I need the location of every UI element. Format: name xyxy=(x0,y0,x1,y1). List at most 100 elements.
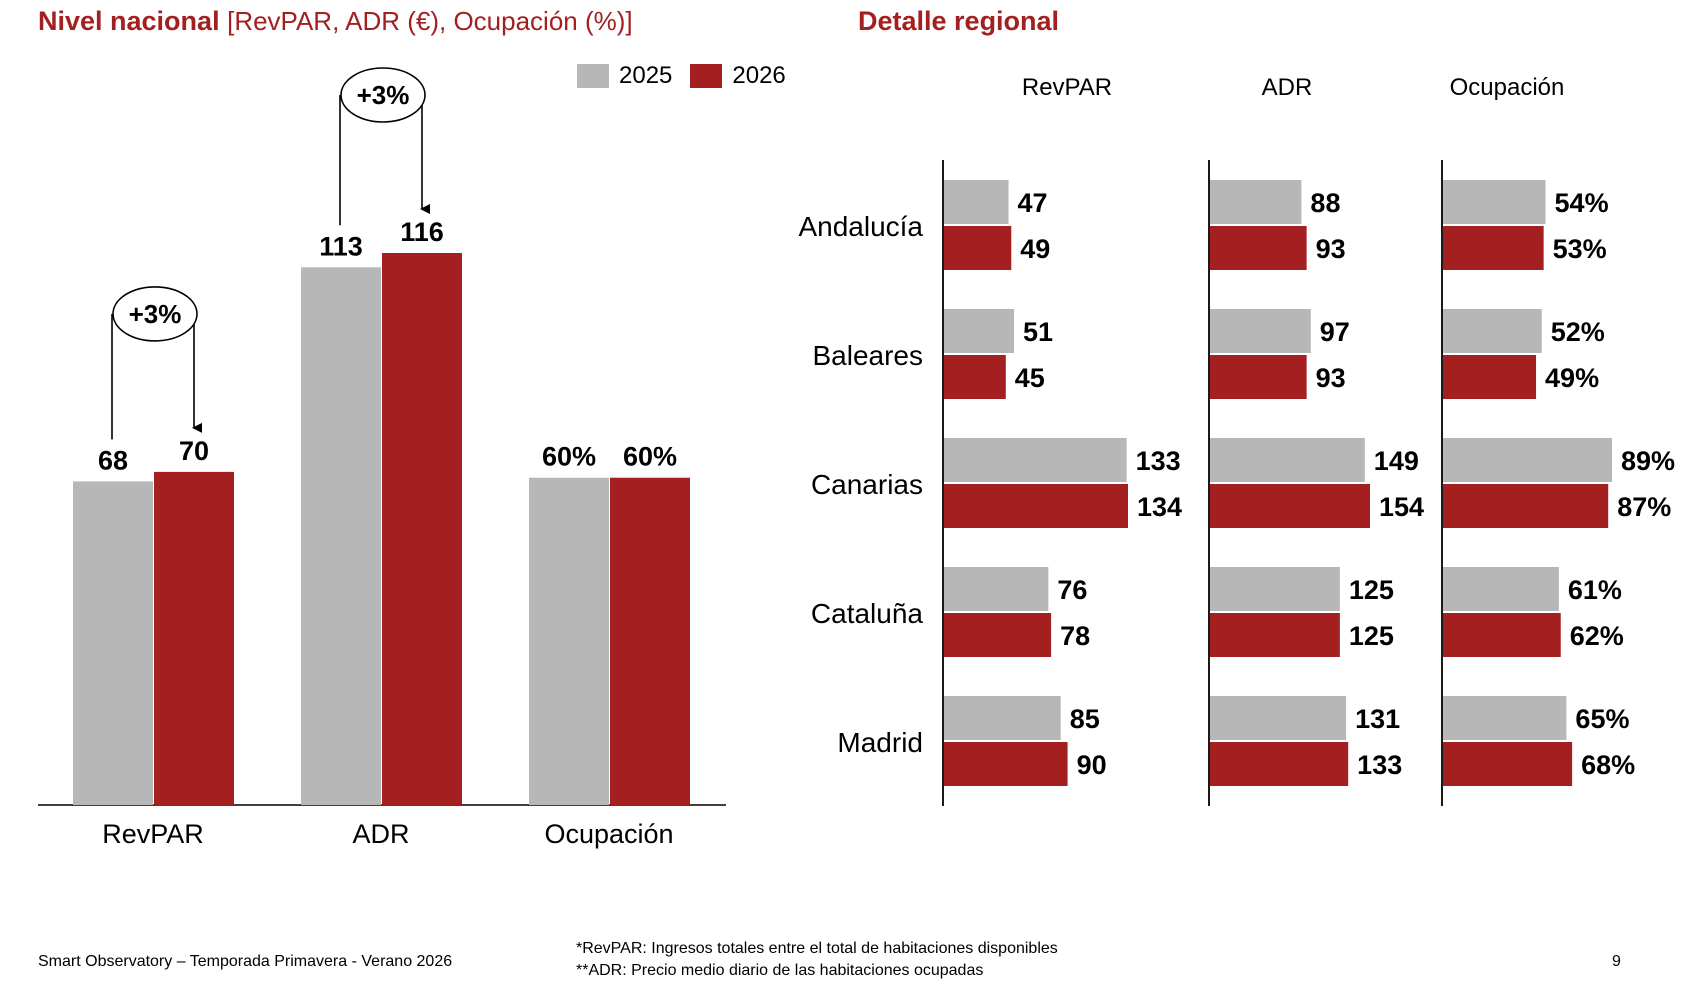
bar-adr-2025 xyxy=(301,267,381,805)
value-revpar-madrid-2025: 85 xyxy=(1070,704,1100,734)
bar-ocupacion-2026 xyxy=(610,477,690,805)
value-ocupacion-andalucia-2026: 53% xyxy=(1553,234,1607,264)
bar-adr-madrid-2025 xyxy=(1210,696,1347,740)
value-revpar-cataluna-2025: 76 xyxy=(1057,575,1087,605)
national-title: Nivel nacional [RevPAR, ADR (€), Ocupaci… xyxy=(38,6,633,37)
annotation-ellipse-adr xyxy=(340,67,426,123)
value-adr-andalucia-2025: 88 xyxy=(1310,188,1340,218)
value-adr-canarias-2026: 154 xyxy=(1379,492,1424,522)
bar-ocupacion-andalucia-2025 xyxy=(1443,180,1546,224)
value-adr-cataluna-2026: 125 xyxy=(1349,621,1394,651)
bar-revpar-cataluna-2026 xyxy=(944,613,1052,657)
panel-title-revpar: RevPAR xyxy=(1022,74,1112,101)
footnote-revpar: *RevPAR: Ingresos totales entre el total… xyxy=(576,940,1058,957)
value-adr-madrid-2025: 131 xyxy=(1355,704,1400,734)
bar-adr-2026 xyxy=(382,253,462,805)
value-revpar-madrid-2026: 90 xyxy=(1077,750,1107,780)
region-label-madrid: Madrid xyxy=(837,727,923,758)
bar-revpar-baleares-2025 xyxy=(944,309,1015,353)
value-ocupacion-canarias-2025: 89% xyxy=(1621,446,1675,476)
bar-revpar-madrid-2025 xyxy=(944,696,1061,740)
page-number: 9 xyxy=(1612,953,1621,970)
bar-ocupacion-andalucia-2026 xyxy=(1443,226,1544,270)
value-ocupacion-canarias-2026: 87% xyxy=(1617,492,1671,522)
value-revpar-baleares-2026: 45 xyxy=(1015,363,1045,393)
bar-ocupacion-cataluna-2025 xyxy=(1443,567,1559,611)
bar-adr-canarias-2025 xyxy=(1210,438,1365,482)
category-label-adr: ADR xyxy=(352,819,409,849)
bar-adr-andalucia-2026 xyxy=(1210,226,1307,270)
panel-title-ocupacion: Ocupación xyxy=(1450,74,1565,101)
bar-revpar-andalucia-2026 xyxy=(944,226,1012,270)
bar-ocupacion-canarias-2025 xyxy=(1443,438,1612,482)
bar-adr-madrid-2026 xyxy=(1210,742,1349,786)
bar-revpar-cataluna-2025 xyxy=(944,567,1049,611)
bar-adr-cataluna-2025 xyxy=(1210,567,1340,611)
bar-revpar-2026 xyxy=(154,471,234,805)
bar-ocupacion-cataluna-2026 xyxy=(1443,613,1561,657)
bar-ocupacion-madrid-2025 xyxy=(1443,696,1567,740)
bar-adr-canarias-2026 xyxy=(1210,484,1370,528)
value-ocupacion-baleares-2026: 49% xyxy=(1545,363,1599,393)
value-ocupacion-andalucia-2025: 54% xyxy=(1555,188,1609,218)
annotation-text-revpar: +3% xyxy=(129,299,182,329)
legend-swatch-2026 xyxy=(690,64,723,88)
label-adr-2026: 116 xyxy=(400,217,444,247)
bar-adr-cataluna-2026 xyxy=(1210,613,1340,657)
label-adr-2025: 113 xyxy=(319,231,363,261)
bar-ocupacion-2025 xyxy=(529,477,609,805)
region-label-cataluna: Cataluña xyxy=(811,598,924,629)
footnote-adr: **ADR: Precio medio diario de las habita… xyxy=(576,962,984,979)
bar-revpar-canarias-2026 xyxy=(944,484,1128,528)
bar-revpar-madrid-2026 xyxy=(944,742,1068,786)
value-adr-baleares-2025: 97 xyxy=(1320,317,1350,347)
bar-revpar-andalucia-2025 xyxy=(944,180,1009,224)
bar-adr-andalucia-2025 xyxy=(1210,180,1302,224)
value-adr-canarias-2025: 149 xyxy=(1374,446,1419,476)
bar-revpar-canarias-2025 xyxy=(944,438,1127,482)
bar-revpar-2025 xyxy=(73,481,153,805)
category-label-ocupacion: Ocupación xyxy=(544,819,673,849)
panel-title-adr: ADR xyxy=(1262,74,1313,101)
label-ocupacion-2025: 60% xyxy=(542,442,596,472)
value-adr-madrid-2026: 133 xyxy=(1357,750,1402,780)
value-revpar-andalucia-2026: 49 xyxy=(1020,234,1050,264)
annotation-ellipse-revpar xyxy=(112,286,198,342)
annotation-text-adr: +3% xyxy=(357,80,410,110)
bar-ocupacion-canarias-2026 xyxy=(1443,484,1609,528)
value-revpar-canarias-2025: 133 xyxy=(1136,446,1181,476)
bar-ocupacion-madrid-2026 xyxy=(1443,742,1573,786)
legend-swatch-2025 xyxy=(577,64,609,88)
bar-ocupacion-baleares-2025 xyxy=(1443,309,1542,353)
value-ocupacion-baleares-2025: 52% xyxy=(1551,317,1605,347)
value-revpar-canarias-2026: 134 xyxy=(1137,492,1182,522)
national-title-bold: Nivel nacional xyxy=(38,6,220,36)
region-label-andalucia: Andalucía xyxy=(798,211,923,242)
value-ocupacion-cataluna-2026: 62% xyxy=(1570,621,1624,651)
value-revpar-cataluna-2026: 78 xyxy=(1060,621,1090,651)
label-ocupacion-2026: 60% xyxy=(623,442,677,472)
bar-adr-baleares-2026 xyxy=(1210,355,1307,399)
value-ocupacion-madrid-2025: 65% xyxy=(1575,704,1629,734)
category-label-revpar: RevPAR xyxy=(102,819,204,849)
legend-item-2026: 2026 xyxy=(690,62,786,90)
value-revpar-andalucia-2025: 47 xyxy=(1018,188,1048,218)
regional-title: Detalle regional xyxy=(858,6,1060,36)
legend-label-2026: 2026 xyxy=(732,62,786,89)
legend-label-2025: 2025 xyxy=(619,62,673,89)
value-adr-andalucia-2026: 93 xyxy=(1316,234,1346,264)
value-ocupacion-madrid-2026: 68% xyxy=(1581,750,1635,780)
legend-item-2025: 2025 xyxy=(577,62,672,90)
value-ocupacion-cataluna-2025: 61% xyxy=(1568,575,1622,605)
value-adr-baleares-2026: 93 xyxy=(1316,363,1346,393)
bar-adr-baleares-2025 xyxy=(1210,309,1311,353)
region-label-baleares: Baleares xyxy=(812,340,923,371)
value-adr-cataluna-2025: 125 xyxy=(1349,575,1394,605)
label-revpar-2025: 68 xyxy=(98,445,128,475)
bar-revpar-baleares-2026 xyxy=(944,355,1006,399)
label-revpar-2026: 70 xyxy=(179,436,209,466)
value-revpar-baleares-2025: 51 xyxy=(1023,317,1053,347)
region-label-canarias: Canarias xyxy=(811,469,923,500)
national-title-units: [RevPAR, ADR (€), Ocupación (%)] xyxy=(227,6,633,36)
